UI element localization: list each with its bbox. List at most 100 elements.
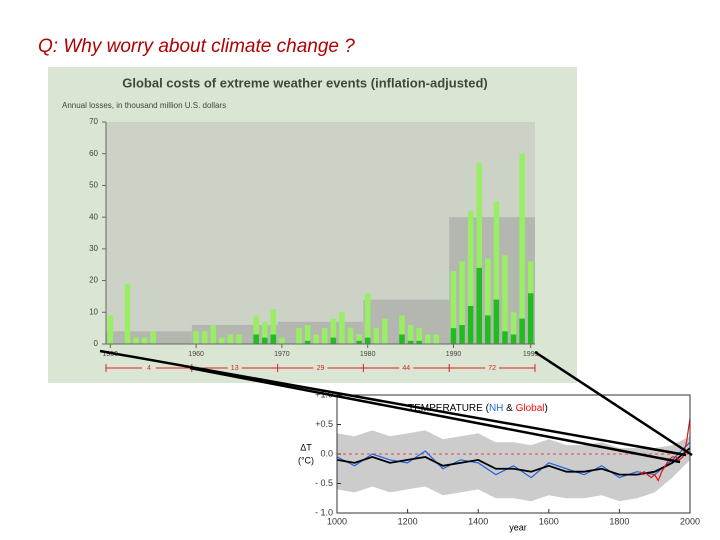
x-tick-label: 1200 <box>398 516 418 526</box>
bar <box>304 340 311 344</box>
bar <box>253 315 259 344</box>
bar <box>330 337 337 344</box>
title-part: NH <box>489 403 503 414</box>
bar <box>227 334 234 344</box>
x-tick-label: 1800 <box>609 516 629 526</box>
y-tick-label: 0.0 <box>320 448 333 458</box>
bar <box>150 331 156 344</box>
bar <box>261 337 268 344</box>
y-tick-label: 10 <box>89 307 98 316</box>
decade-label: 4 <box>147 365 151 372</box>
bar <box>210 324 217 344</box>
decade-label-bg <box>227 363 242 373</box>
bar <box>493 299 500 344</box>
bar <box>485 315 491 344</box>
y-tick-label: 50 <box>89 181 98 190</box>
y-tick-label: 0 <box>94 339 99 348</box>
bar <box>467 210 474 344</box>
x-tick-label: 1970 <box>274 351 290 358</box>
decade-label: 13 <box>231 365 239 372</box>
bar <box>279 337 285 344</box>
bar <box>347 328 354 344</box>
decade-label-bg <box>399 363 414 373</box>
bar <box>356 340 362 344</box>
bar <box>519 153 525 344</box>
y-tick-label: 40 <box>89 212 98 221</box>
bar <box>261 321 268 344</box>
bar <box>459 261 465 344</box>
bar <box>502 331 508 344</box>
bar <box>270 334 277 344</box>
bar <box>313 334 319 344</box>
chart1-subtitle: Annual losses, in thousand million U.S. … <box>62 101 226 110</box>
bar <box>201 331 208 344</box>
bar <box>407 340 414 344</box>
x-tick-label: 1400 <box>468 516 488 526</box>
x-tick-label: 1950 <box>103 351 119 358</box>
x-tick-label: 1980 <box>360 351 376 358</box>
y-tick-label: - 1.0 <box>315 507 333 517</box>
y-tick-label: 70 <box>89 117 98 126</box>
decade-label: 29 <box>317 365 325 372</box>
bar <box>219 337 225 344</box>
bar <box>399 334 405 344</box>
decade-label-bg <box>485 363 500 373</box>
chart1-title: Global costs of extreme weather events (… <box>122 75 488 90</box>
x-tick-label: 1960 <box>188 351 204 358</box>
bar <box>356 334 362 344</box>
x-tick-label: 1000 <box>327 516 347 526</box>
bar <box>107 315 114 344</box>
temperature-line <box>336 441 691 479</box>
y-axis-label: (°C) <box>298 455 314 465</box>
decade-label: 72 <box>488 365 496 372</box>
bar <box>364 337 371 344</box>
decade-label-bg <box>313 363 328 373</box>
bar <box>253 334 259 344</box>
x-tick-label: 1990 <box>446 351 462 358</box>
bar <box>322 328 328 344</box>
decade-label-bg <box>141 363 156 373</box>
bar <box>296 328 302 344</box>
y-tick-label: 30 <box>89 244 98 253</box>
x-tick-label: 1999 <box>523 351 539 358</box>
y-axis-label: ΔT <box>300 442 312 452</box>
bar <box>519 318 525 344</box>
bar <box>373 328 380 344</box>
decade-average <box>106 331 192 344</box>
bar <box>424 334 431 344</box>
y-tick-label: 60 <box>89 149 98 158</box>
y-tick-label: - 0.5 <box>315 478 333 488</box>
bar <box>416 328 422 344</box>
x-tick-label: 1600 <box>539 516 559 526</box>
x-axis-label: year <box>509 522 527 532</box>
temperature-line <box>640 418 691 482</box>
bar <box>450 271 457 344</box>
title-part: TEMPERATURE ( <box>408 403 490 414</box>
temperature-line <box>336 447 691 476</box>
bar <box>459 324 465 344</box>
bar <box>433 334 440 344</box>
bar <box>236 334 242 344</box>
bar <box>476 163 483 344</box>
slide-title: Q: Why worry about climate change ? <box>38 36 355 57</box>
bar <box>141 337 148 344</box>
bar <box>133 337 139 344</box>
bar <box>527 293 534 344</box>
bar <box>467 305 474 344</box>
bar <box>476 267 483 344</box>
bar <box>364 293 371 344</box>
bar <box>407 324 414 344</box>
zoom-connector <box>534 350 693 457</box>
y-tick-label: 20 <box>89 276 98 285</box>
bar <box>493 201 500 344</box>
title-part: ) <box>545 403 548 414</box>
title-part: Global <box>516 403 545 414</box>
bar <box>399 315 405 344</box>
bar <box>124 283 131 344</box>
bar <box>485 258 491 344</box>
bar <box>330 318 337 344</box>
bar <box>339 312 345 344</box>
bar <box>270 309 277 344</box>
